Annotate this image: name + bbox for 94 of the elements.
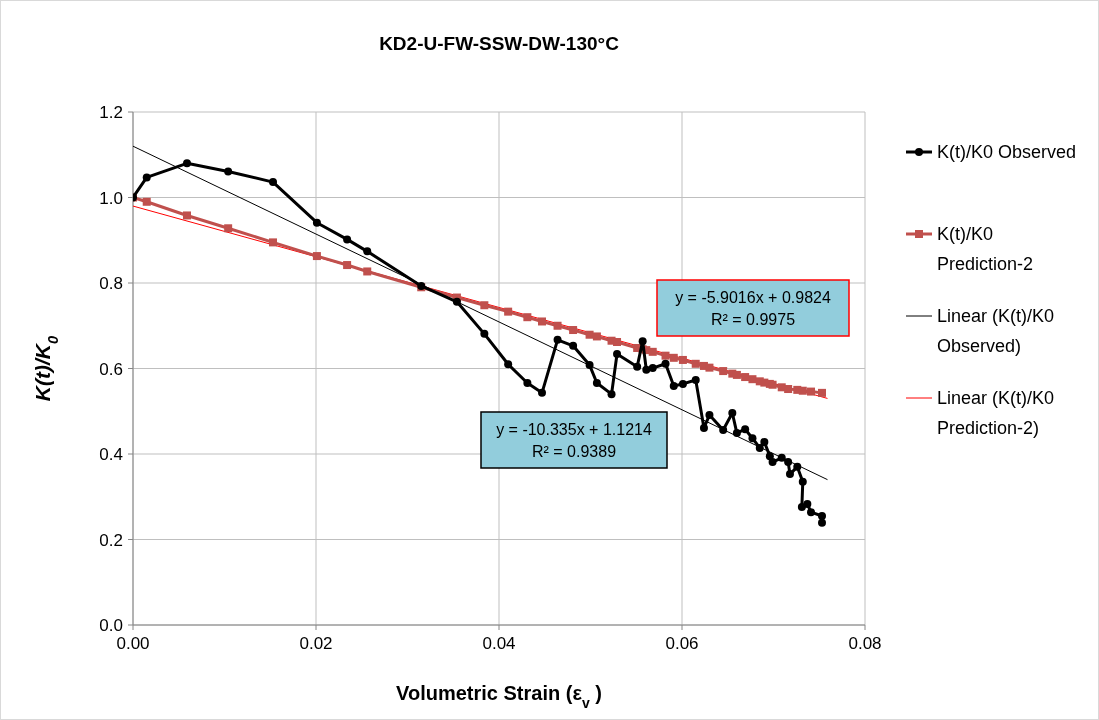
point — [312, 218, 321, 227]
point — [732, 370, 741, 379]
point — [633, 362, 642, 371]
legend-label: Linear (K(t)/K0 Observed) — [937, 306, 1055, 356]
point — [768, 458, 777, 467]
legend-label: K(t)/K0 Observed — [937, 142, 1077, 162]
x-tick-label: 0.00 — [116, 634, 150, 653]
point — [661, 359, 670, 368]
point — [343, 235, 352, 244]
point — [648, 364, 657, 373]
point — [607, 390, 616, 399]
point — [728, 408, 737, 417]
annotation: y = -5.9016x + 0.9824 R² = 0.9975 — [675, 289, 831, 328]
point — [818, 388, 826, 397]
point — [699, 423, 708, 432]
point — [798, 477, 807, 486]
point — [142, 197, 151, 206]
y-tick-label: 1.2 — [99, 103, 123, 122]
point — [523, 313, 532, 322]
point — [741, 373, 750, 382]
point — [732, 429, 741, 438]
point — [798, 386, 807, 395]
point — [553, 335, 562, 344]
point — [592, 332, 601, 341]
y-tick-label: 0.2 — [99, 530, 123, 550]
point — [553, 321, 562, 330]
point — [765, 452, 774, 461]
x-tick-label: 0.04 — [482, 634, 516, 653]
point — [784, 458, 793, 467]
point — [613, 349, 622, 358]
point — [613, 338, 622, 346]
y-tick-label: 0.8 — [99, 274, 123, 293]
point — [705, 411, 714, 420]
point — [585, 361, 594, 370]
legend-label: K(t)/K0 Prediction-2 — [937, 224, 1034, 274]
point — [480, 329, 489, 338]
point — [592, 379, 601, 388]
y-tick-label: 0.0 — [99, 616, 123, 635]
point — [642, 365, 651, 374]
point — [269, 238, 277, 247]
chart-title: KD2-U-FW-SSW-DW-130°C — [379, 33, 620, 54]
y-tick-label: 0.4 — [99, 445, 123, 464]
point — [224, 224, 233, 233]
point — [648, 347, 657, 356]
point — [224, 167, 233, 176]
point — [741, 425, 750, 434]
x-tick-label: 0.08 — [848, 634, 882, 653]
point — [678, 379, 687, 388]
legend-label: Linear (K(t)/K0 Prediction-2) — [937, 388, 1055, 438]
point — [504, 307, 513, 316]
point — [777, 453, 786, 462]
y-tick-label: 1.0 — [99, 188, 123, 208]
point — [793, 462, 802, 471]
point — [363, 247, 372, 256]
point — [269, 178, 277, 187]
point — [755, 444, 764, 453]
point — [452, 297, 461, 306]
point — [182, 211, 191, 220]
point — [182, 159, 191, 168]
point — [661, 351, 670, 360]
point — [343, 261, 352, 270]
point — [807, 387, 816, 396]
point — [312, 252, 321, 261]
point — [807, 508, 816, 517]
point — [691, 359, 700, 368]
point — [748, 434, 757, 443]
point — [363, 267, 372, 276]
point — [538, 317, 547, 326]
annotation: y = -10.335x + 1.1214 R² = 0.9389 — [496, 421, 652, 460]
point — [760, 438, 769, 447]
point — [569, 341, 578, 350]
point — [142, 173, 151, 182]
point — [504, 360, 513, 369]
point — [480, 301, 489, 310]
x-tick-label: 0.02 — [299, 634, 333, 653]
point — [803, 500, 812, 509]
point — [705, 363, 714, 372]
point — [669, 353, 678, 362]
y-tick-label: 0.6 — [99, 359, 123, 379]
point — [669, 382, 678, 391]
point — [818, 518, 826, 527]
x-axis-title: Volumetric Strain (ε$_{v}$ ) — [396, 682, 602, 711]
point — [719, 367, 728, 376]
point — [638, 337, 647, 346]
point — [785, 470, 794, 479]
point — [523, 379, 532, 388]
point — [691, 376, 700, 385]
point — [818, 511, 826, 520]
point — [678, 355, 687, 364]
point — [784, 385, 793, 394]
point — [538, 388, 547, 397]
point — [719, 426, 728, 435]
point — [569, 326, 578, 335]
x-tick-label: 0.06 — [665, 634, 699, 653]
